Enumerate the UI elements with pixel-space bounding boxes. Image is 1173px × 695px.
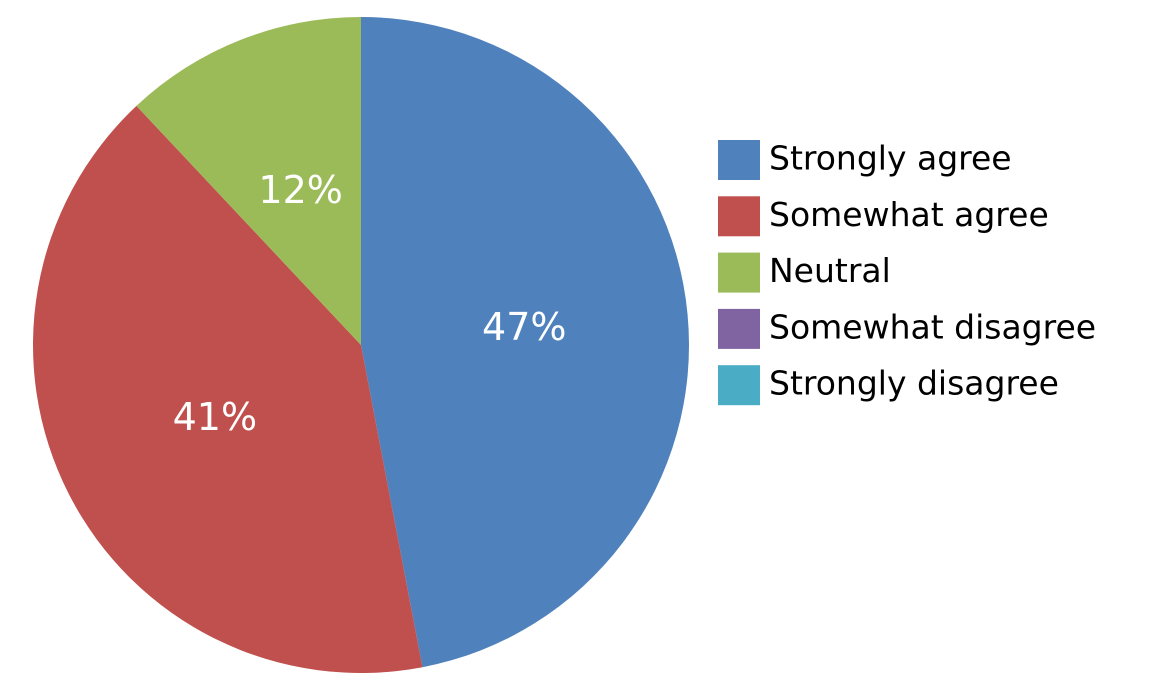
legend-text: Neutral [769, 251, 891, 290]
slice-label: 12% [258, 168, 342, 212]
legend-swatch [718, 308, 760, 349]
pie-slice [361, 17, 690, 668]
pie-slice [33, 105, 423, 674]
legend-text: Somewhat disagree [769, 307, 1096, 346]
legend-text: Somewhat agree [769, 195, 1049, 234]
slice-label: 47% [482, 305, 566, 349]
legend-swatch [718, 196, 760, 237]
legend-swatch [718, 140, 760, 180]
slice-label: 41% [173, 395, 257, 439]
legend-text: Strongly disagree [769, 364, 1059, 403]
legend-text: Strongly agree [769, 139, 1012, 178]
legend-swatch [718, 252, 760, 293]
legend-swatch [718, 365, 760, 406]
pie-slice [136, 17, 361, 345]
